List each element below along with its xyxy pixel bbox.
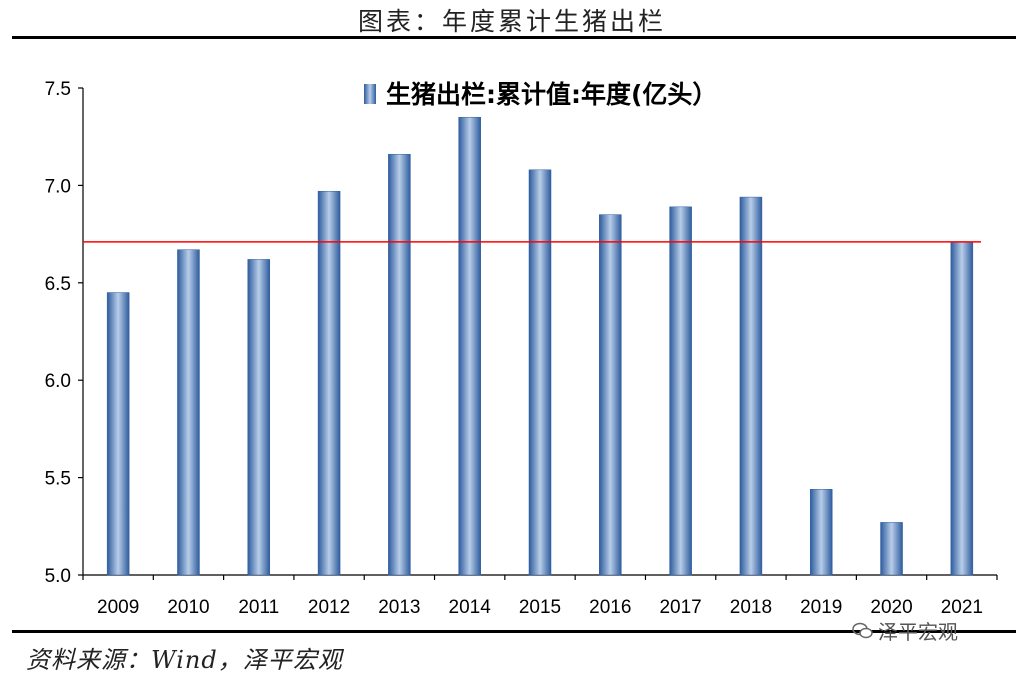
- legend-swatch: [364, 84, 376, 104]
- bar-2013: [388, 153, 411, 576]
- y-tick-label: 6.5: [45, 274, 71, 295]
- x-tick-label: 2012: [308, 597, 350, 618]
- bar-2019: [809, 489, 833, 576]
- bar-2009: [106, 292, 130, 576]
- bar-2016: [599, 214, 622, 576]
- watermark-text: 泽平宏观: [878, 620, 958, 644]
- bar-2017: [669, 206, 692, 576]
- source-note: 资料来源：Wind，泽平宏观: [26, 646, 343, 674]
- bar-chart: 5.05.56.06.57.07.5 2009 2010 2011 2012 2013 2…: [45, 79, 998, 618]
- x-tick-label: 2011: [238, 597, 279, 618]
- bar-2018: [739, 196, 763, 576]
- wechat-icon: [852, 622, 873, 638]
- x-tick-label: 2020: [870, 597, 912, 618]
- y-tick-label: 6.0: [45, 371, 71, 392]
- x-tick-label: 2013: [378, 597, 420, 618]
- y-axis: 5.0 5.5 6.0 6.5 7.0 7.5: [45, 79, 84, 587]
- watermark: 泽平宏观: [852, 616, 958, 645]
- legend-label: 生猪出栏:累计值:年度(亿头）: [386, 80, 717, 109]
- y-tick-label: 5.5: [45, 469, 71, 490]
- bar-2010: [177, 249, 200, 576]
- bar-2021: [950, 241, 974, 576]
- x-tick-label: 2021: [941, 597, 983, 618]
- top-rule: [12, 36, 1016, 39]
- bottom-rule: [12, 630, 1016, 633]
- figure-title: 图表：年度累计生猪出栏: [357, 7, 666, 36]
- x-tick-label: 2010: [167, 597, 209, 618]
- x-tick-label: 2014: [449, 597, 492, 618]
- bar-2014: [458, 116, 481, 576]
- x-tick-label: 2009: [97, 597, 139, 618]
- x-tick-label: 2015: [519, 597, 561, 618]
- bar-2015: [528, 169, 552, 576]
- y-tick-label: 7.5: [45, 79, 71, 100]
- legend: 生猪出栏:累计值:年度(亿头）: [364, 80, 717, 109]
- y-tick-label: 5.0: [45, 566, 71, 587]
- y-tick-label: 7.0: [45, 176, 71, 197]
- bar-2020: [880, 522, 903, 576]
- bar-2011: [247, 259, 271, 576]
- bar-2012: [317, 190, 341, 576]
- x-axis: 2009 2010 2011 2012 2013 2014 2015 2016 2017 2018…: [82, 574, 998, 618]
- bar-series: [106, 116, 974, 576]
- x-tick-label: 2019: [800, 597, 842, 618]
- x-tick-label: 2018: [730, 597, 772, 618]
- x-tick-label: 2017: [659, 597, 701, 618]
- x-tick-label: 2016: [589, 597, 631, 618]
